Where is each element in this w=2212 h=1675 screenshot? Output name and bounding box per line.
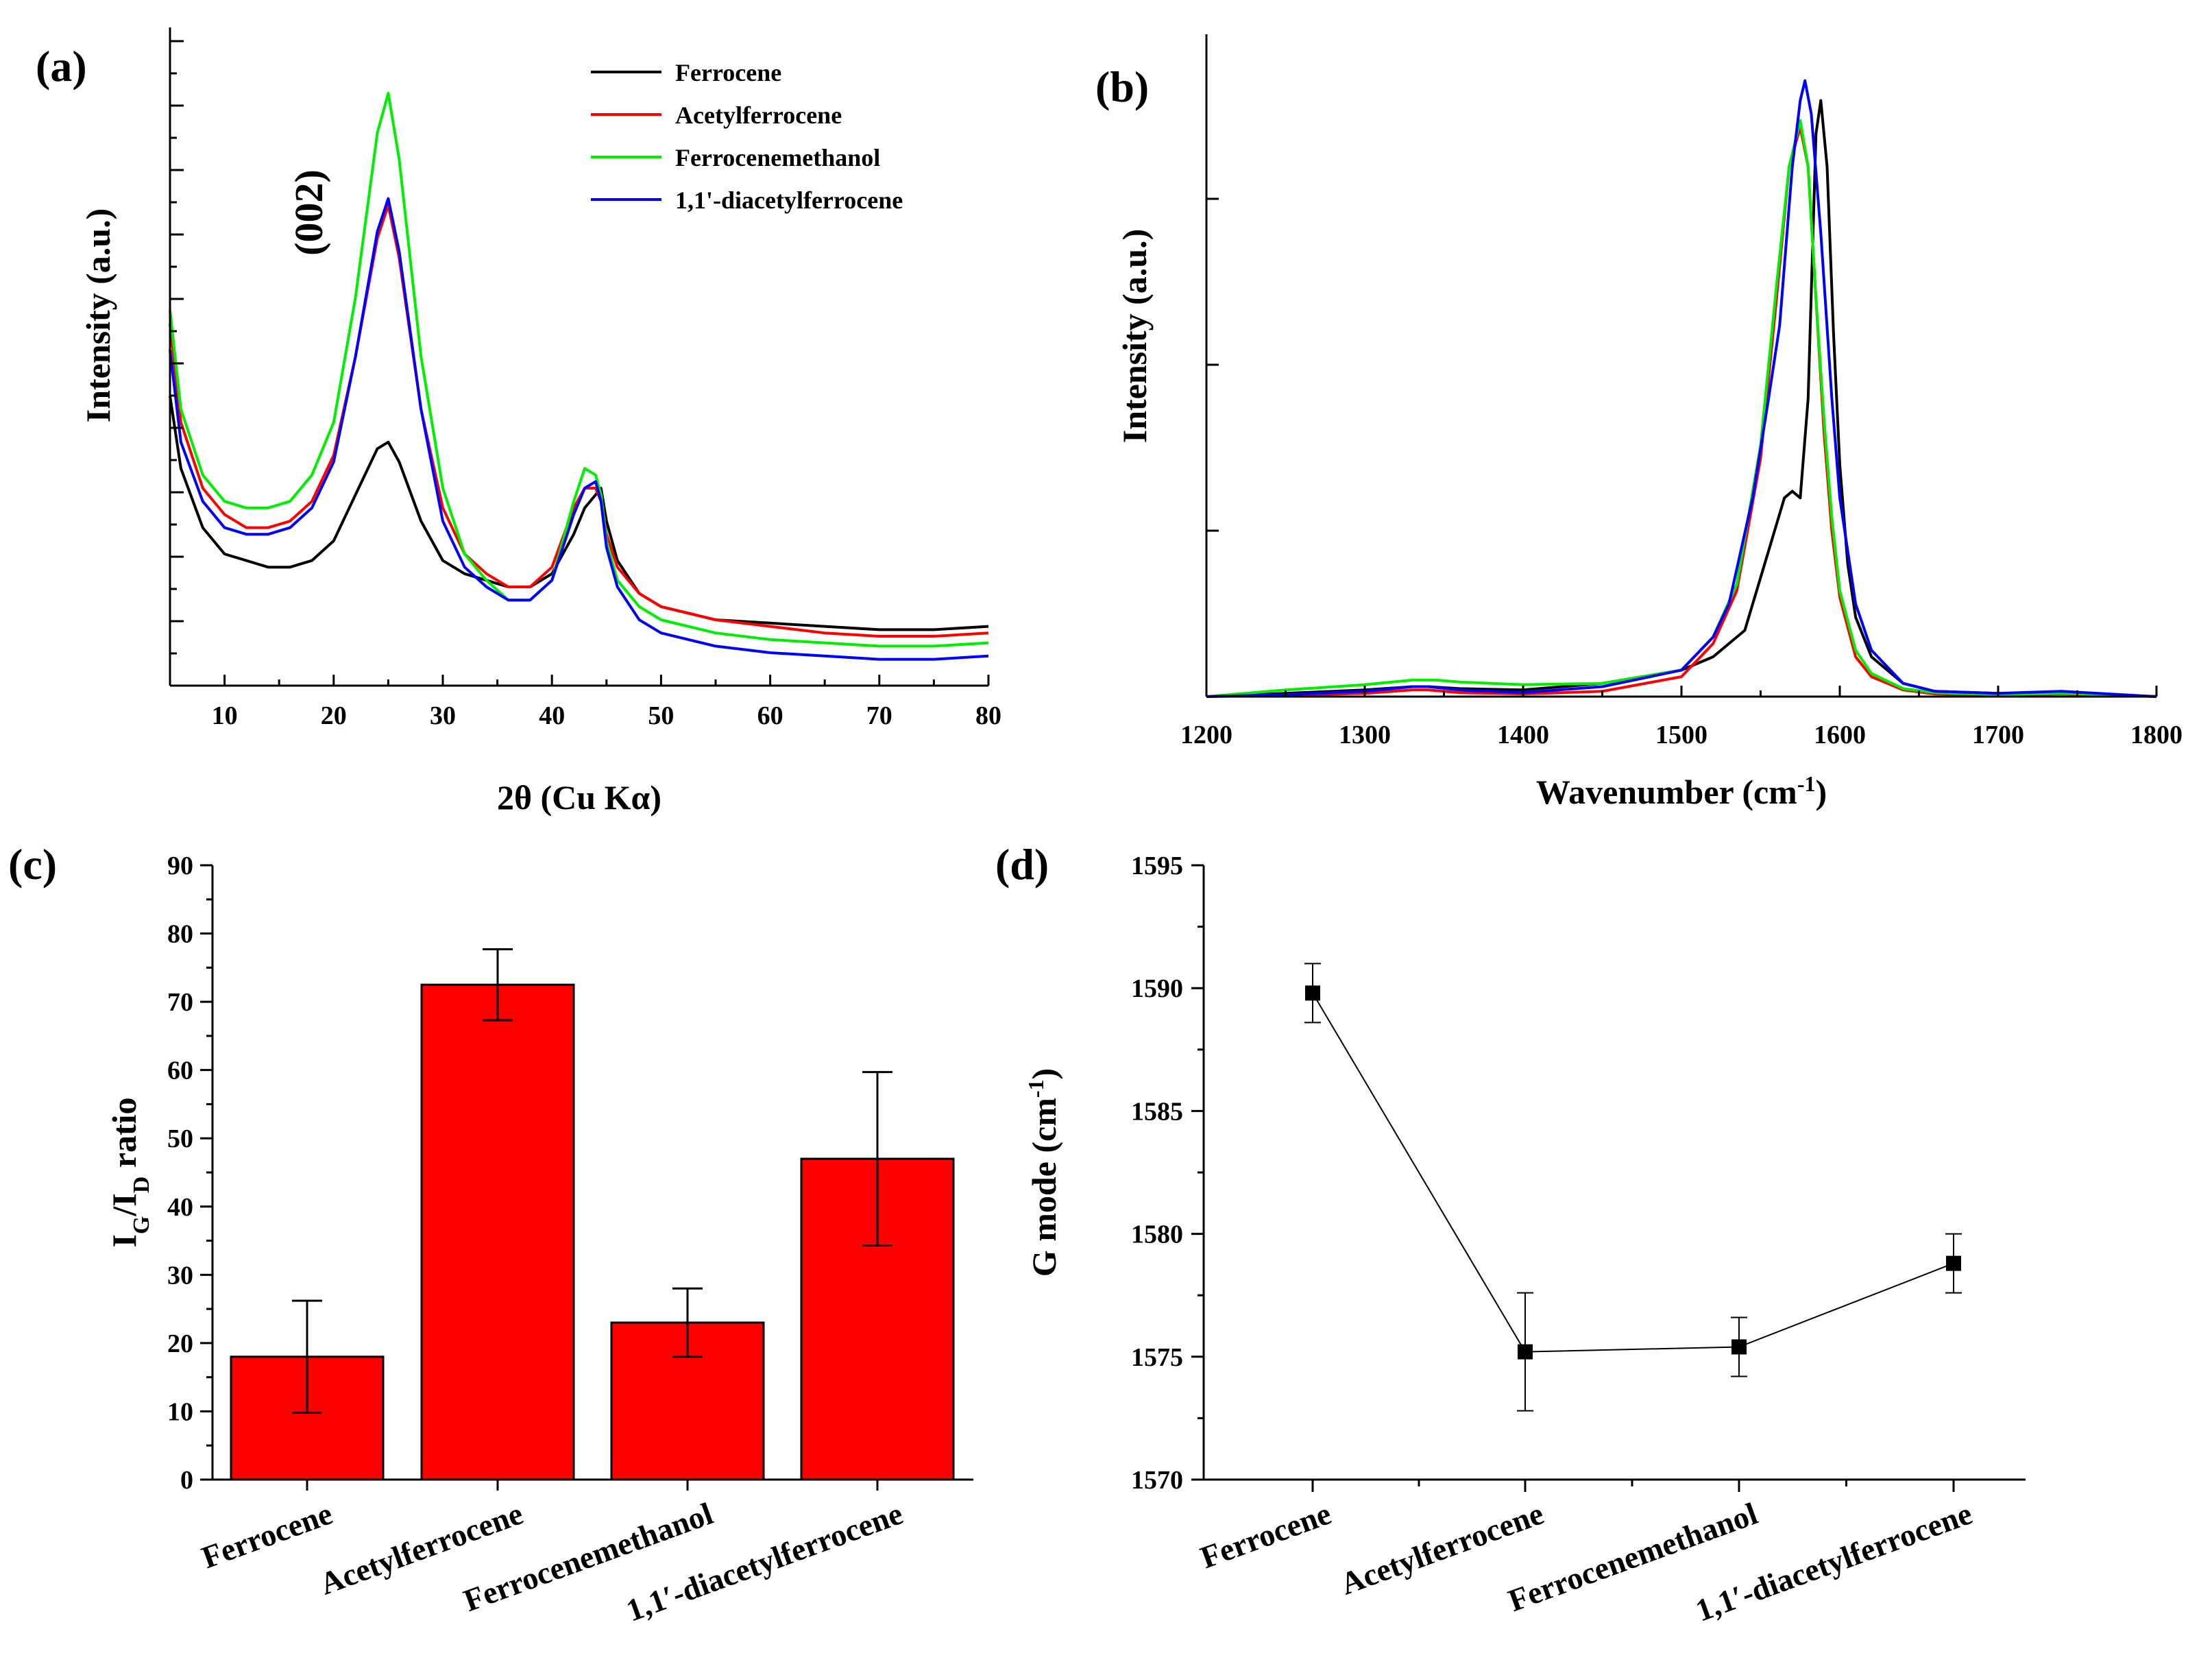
y-tick-label: 1570	[1131, 1466, 1183, 1495]
y-tick-label: 80	[167, 920, 193, 949]
panel-a: (a) 10 20 30 40 50 60 70 80 2θ (Cu Kα) Intensity (…	[36, 27, 1001, 817]
data-point	[1518, 1344, 1533, 1360]
y-tick-label: 1585	[1131, 1097, 1183, 1126]
x-tick-label: 60	[757, 701, 783, 730]
y-tick-label: 30	[167, 1261, 193, 1290]
series-line-1	[1206, 99, 2157, 698]
series-line-1	[169, 396, 989, 631]
x-axis-title: 2θ (Cu Kα)	[497, 778, 661, 817]
panel-label-c: (c)	[8, 840, 57, 889]
series-line-4	[1206, 79, 2157, 698]
panel-c: (c)FerroceneAcetylferroceneFerrocenemeth…	[8, 840, 973, 1628]
legend-label: Ferrocenemethanol	[675, 144, 880, 171]
y-tick-label: 60	[167, 1057, 193, 1085]
series-line-4	[169, 197, 989, 661]
peak-annotation: (002)	[287, 169, 331, 256]
bar-2	[420, 983, 575, 1481]
x-tick-label: 70	[866, 701, 892, 730]
x-category-label: Ferrocene	[197, 1495, 337, 1575]
x-tick-label: 40	[539, 701, 565, 730]
series-line-3	[1206, 119, 2157, 698]
y-tick-label: 40	[167, 1193, 193, 1222]
data-point	[1305, 985, 1320, 1001]
y-tick-label: 1595	[1131, 852, 1183, 880]
y-tick-label: 0	[180, 1466, 193, 1495]
legend-label: Acetylferrocene	[675, 101, 842, 129]
x-axis-title: Wavenumber (cm-1)	[1536, 771, 1827, 811]
panel-label-a: (a)	[36, 42, 87, 91]
x-tick-label: 1200	[1180, 721, 1232, 749]
x-tick-label: 20	[321, 701, 347, 730]
series-line-2	[1206, 125, 2157, 698]
y-tick-label: 10	[167, 1397, 193, 1426]
y-axis-title: Intensity (a.u.)	[79, 208, 117, 423]
y-axis-title: Intensity (a.u.)	[1115, 229, 1154, 444]
series-line-2	[169, 204, 989, 638]
y-tick-label: 70	[167, 988, 193, 1017]
y-tick-label: 90	[167, 852, 193, 880]
x-tick-label: 1300	[1339, 721, 1391, 749]
x-tick-label: 1400	[1497, 721, 1549, 749]
series-line	[1312, 992, 1954, 1353]
x-tick-label: 1700	[1972, 721, 2024, 749]
y-tick-label: 1575	[1131, 1343, 1183, 1372]
data-point	[1946, 1255, 1961, 1271]
x-category-label: Ferrocene	[1196, 1495, 1336, 1575]
x-tick-label: 1600	[1814, 721, 1866, 749]
panel-label-d: (d)	[995, 840, 1049, 889]
x-tick-label: 30	[430, 701, 456, 730]
y-tick-label: 1580	[1131, 1220, 1183, 1249]
legend-label: Ferrocene	[675, 59, 781, 86]
panel-d: (d)Ferrocene AcetylferroceneFerrocenemeth…	[995, 840, 2026, 1628]
y-axis-title: IG/ID ratio	[105, 1097, 154, 1247]
y-axis-title: G mode (cm-1)	[1023, 1068, 1063, 1277]
panel-b: (b) 1200 1300 1400 1500 1600 1700 1800 Wavenumbe…	[1095, 34, 2183, 811]
x-tick-label: 50	[648, 701, 674, 730]
x-tick-label: 1800	[2130, 721, 2183, 749]
series-line-3	[169, 92, 989, 648]
legend-label: 1,1'-diacetylferrocene	[675, 186, 903, 214]
x-tick-label: 10	[212, 701, 238, 730]
x-tick-label: 1500	[1655, 721, 1707, 749]
panel-label-b: (b)	[1095, 62, 1149, 111]
data-point	[1731, 1339, 1747, 1355]
y-tick-label: 1590	[1131, 974, 1183, 1003]
y-tick-label: 20	[167, 1329, 193, 1358]
y-tick-label: 50	[167, 1124, 193, 1153]
x-tick-label: 80	[975, 701, 1001, 730]
legend: Ferrocene Acetylferrocene Ferrocenemethano…	[591, 59, 903, 214]
